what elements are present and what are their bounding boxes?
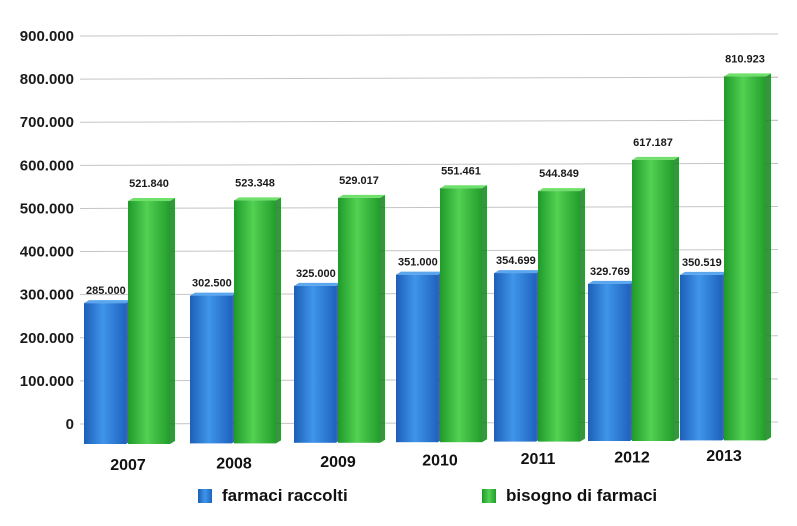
bars	[84, 73, 771, 444]
y-tick-label: 400.000	[20, 244, 74, 261]
y-axis-ticks: 0 100.000 200.000 300.000 400.000 500.000 600.…	[20, 28, 74, 433]
bar-top-farmaci-raccolti	[680, 271, 727, 275]
data-label-bisogno-di-farmaci: 529.017	[339, 175, 379, 187]
x-tick-label: 2011	[521, 451, 556, 468]
y-tick-label: 700.000	[20, 114, 74, 131]
data-label-farmaci-raccolti: 350.519	[682, 257, 722, 269]
data-label-farmaci-raccolti: 285.000	[86, 285, 126, 297]
data-label-farmaci-raccolti: 325.000	[296, 268, 336, 280]
data-label-farmaci-raccolti: 329.769	[590, 266, 630, 278]
bar-top-bisogno-di-farmaci	[234, 197, 281, 201]
bar-chart: 0 100.000 200.000 300.000 400.000 500.000 600.…	[20, 28, 779, 474]
x-tick-label: 2007	[110, 457, 146, 474]
bar-side-bisogno-di-farmaci	[276, 197, 281, 444]
y-tick-label: 100.000	[20, 373, 74, 390]
legend: farmaci raccolti bisogno di farmaci	[0, 486, 797, 516]
gridline	[79, 119, 779, 123]
bar-farmaci-raccolti	[84, 303, 126, 444]
y-tick-label: 200.000	[20, 330, 74, 347]
y-tick-label: 800.000	[20, 71, 74, 88]
bar-bisogno-di-farmaci	[632, 159, 674, 441]
legend-label: bisogno di farmaci	[506, 486, 658, 505]
x-tick-label: 2010	[422, 453, 458, 470]
bar-side-bisogno-di-farmaci	[170, 198, 175, 444]
bar-top-farmaci-raccolti	[494, 270, 541, 274]
data-label-bisogno-di-farmaci: 521.840	[129, 178, 169, 190]
bar-top-farmaci-raccolti	[84, 300, 131, 304]
bar-bisogno-di-farmaci	[234, 200, 276, 444]
legend-swatch-blue	[198, 489, 212, 503]
data-label-bisogno-di-farmaci: 551.461	[441, 165, 481, 177]
data-labels: 285.000 521.840 302.500 523.348 325.000 529.0…	[86, 53, 765, 297]
bar-top-farmaci-raccolti	[588, 280, 635, 284]
bar-top-bisogno-di-farmaci	[128, 198, 175, 202]
bar-side-bisogno-di-farmaci	[482, 185, 487, 443]
legend-label: farmaci raccolti	[222, 486, 348, 505]
x-tick-label: 2013	[706, 448, 742, 465]
bar-farmaci-raccolti	[294, 285, 336, 443]
data-label-farmaci-raccolti: 351.000	[398, 257, 438, 269]
bar-bisogno-di-farmaci	[724, 76, 766, 441]
bar-side-bisogno-di-farmaci	[766, 73, 771, 441]
bar-side-bisogno-di-farmaci	[380, 194, 385, 443]
bar-bisogno-di-farmaci	[440, 188, 482, 443]
bar-top-bisogno-di-farmaci	[440, 185, 487, 189]
legend-swatch-green	[482, 489, 496, 503]
x-axis-ticks: 2007 2008 2009 2010 2011 2012 2013	[110, 448, 742, 474]
data-label-farmaci-raccolti: 302.500	[192, 278, 232, 290]
gridline	[79, 76, 779, 80]
bar-farmaci-raccolti	[680, 274, 722, 441]
bar-farmaci-raccolti	[588, 283, 630, 441]
legend-item-bisogno-di-farmaci: bisogno di farmaci	[482, 486, 657, 506]
bar-top-bisogno-di-farmaci	[538, 188, 585, 192]
data-label-bisogno-di-farmaci: 617.187	[633, 137, 673, 149]
bar-bisogno-di-farmaci	[128, 201, 170, 444]
bar-farmaci-raccolti	[190, 295, 232, 444]
bar-top-bisogno-di-farmaci	[632, 156, 679, 160]
data-label-bisogno-di-farmaci: 810.923	[725, 53, 765, 65]
x-tick-label: 2008	[216, 456, 252, 473]
bar-top-bisogno-di-farmaci	[338, 194, 385, 198]
y-tick-label: 0	[66, 416, 74, 433]
x-tick-label: 2009	[320, 454, 356, 471]
x-tick-label: 2012	[614, 450, 650, 467]
data-label-bisogno-di-farmaci: 523.348	[235, 177, 275, 189]
y-tick-label: 500.000	[20, 200, 74, 217]
bar-side-bisogno-di-farmaci	[674, 156, 679, 441]
bar-bisogno-di-farmaci	[338, 197, 380, 443]
bar-top-bisogno-di-farmaci	[724, 73, 771, 77]
gridline	[79, 33, 779, 37]
bar-top-farmaci-raccolti	[396, 271, 443, 275]
y-tick-label: 900.000	[20, 28, 74, 45]
bar-bisogno-di-farmaci	[538, 191, 580, 442]
data-label-bisogno-di-farmaci: 544.849	[539, 168, 579, 180]
y-tick-label: 300.000	[20, 287, 74, 304]
bar-top-farmaci-raccolti	[294, 282, 341, 286]
bar-farmaci-raccolti	[494, 273, 536, 442]
bar-farmaci-raccolti	[396, 274, 438, 443]
y-tick-label: 600.000	[20, 157, 74, 174]
bar-side-bisogno-di-farmaci	[580, 188, 585, 442]
bar-top-farmaci-raccolti	[190, 292, 237, 296]
data-label-farmaci-raccolti: 354.699	[496, 255, 536, 267]
legend-item-farmaci-raccolti: farmaci raccolti	[198, 486, 348, 506]
